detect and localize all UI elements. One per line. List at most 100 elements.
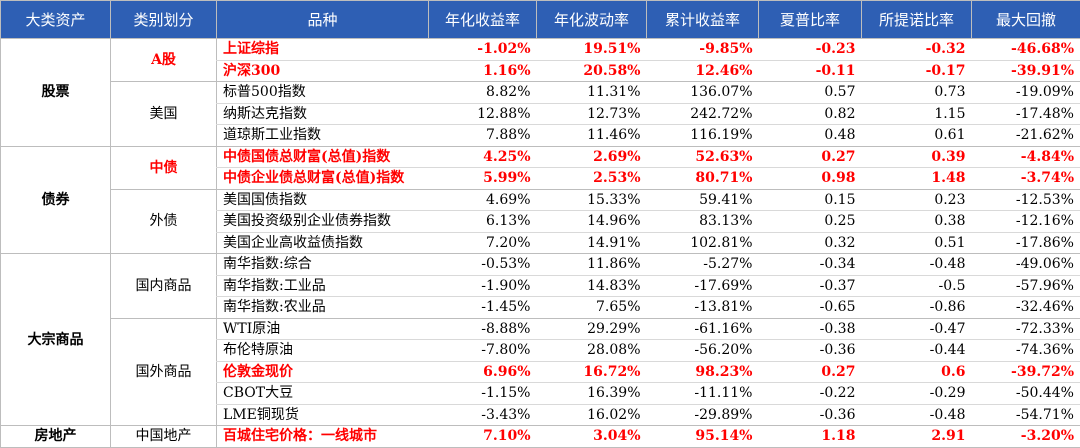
max-drawdown: -74.36% <box>972 340 1080 362</box>
header-annual-volatility: 年化波动率 <box>537 1 647 39</box>
annual-return: 7.10% <box>429 426 537 448</box>
header-variety: 品种 <box>217 1 429 39</box>
annual-return: 6.13% <box>429 211 537 233</box>
cumulative-return: -17.69% <box>647 275 759 297</box>
sharpe-ratio: 0.25 <box>759 211 862 233</box>
header-row: 大类资产 类别划分 品种 年化收益率 年化波动率 累计收益率 夏普比率 所提诺比… <box>1 1 1080 39</box>
sharpe-ratio: 0.27 <box>759 361 862 383</box>
annual-volatility: 3.04% <box>537 426 647 448</box>
sortino-ratio: -0.48 <box>862 254 972 276</box>
group-cell: 中国地产 <box>111 426 217 448</box>
variety-name: 伦敦金现价 <box>217 361 429 383</box>
max-drawdown: -32.46% <box>972 297 1080 319</box>
sortino-ratio: 0.39 <box>862 146 972 168</box>
variety-name: WTI原油 <box>217 318 429 340</box>
annual-volatility: 7.65% <box>537 297 647 319</box>
variety-name: 上证综指 <box>217 39 429 61</box>
annual-return: 12.88% <box>429 103 537 125</box>
annual-volatility: 14.83% <box>537 275 647 297</box>
cumulative-return: -56.20% <box>647 340 759 362</box>
annual-return: 1.16% <box>429 60 537 82</box>
max-drawdown: -4.84% <box>972 146 1080 168</box>
annual-volatility: 2.53% <box>537 168 647 190</box>
header-asset-class: 大类资产 <box>1 1 111 39</box>
max-drawdown: -3.20% <box>972 426 1080 448</box>
sharpe-ratio: -0.22 <box>759 383 862 405</box>
cumulative-return: 136.07% <box>647 82 759 104</box>
annual-return: -0.53% <box>429 254 537 276</box>
variety-name: 纳斯达克指数 <box>217 103 429 125</box>
sharpe-ratio: -0.36 <box>759 340 862 362</box>
cumulative-return: -61.16% <box>647 318 759 340</box>
sharpe-ratio: 1.18 <box>759 426 862 448</box>
sharpe-ratio: 0.32 <box>759 232 862 254</box>
category-cell: 债券 <box>1 146 111 254</box>
table-row: 债券 中债 中债国债总财富(总值)指数 4.25% 2.69% 52.63% 0… <box>1 146 1080 168</box>
max-drawdown: -21.62% <box>972 125 1080 147</box>
sharpe-ratio: 0.27 <box>759 146 862 168</box>
annual-return: -8.88% <box>429 318 537 340</box>
max-drawdown: -17.48% <box>972 103 1080 125</box>
annual-return: 7.20% <box>429 232 537 254</box>
variety-name: 中债企业债总财富(总值)指数 <box>217 168 429 190</box>
variety-name: 美国投资级别企业债券指数 <box>217 211 429 233</box>
sharpe-ratio: -0.34 <box>759 254 862 276</box>
sharpe-ratio: -0.65 <box>759 297 862 319</box>
annual-volatility: 11.31% <box>537 82 647 104</box>
sortino-ratio: 0.23 <box>862 189 972 211</box>
table-row: 房地产 中国地产 百城住宅价格：一线城市 7.10% 3.04% 95.14% … <box>1 426 1080 448</box>
header-sharpe-ratio: 夏普比率 <box>759 1 862 39</box>
variety-name: 布伦特原油 <box>217 340 429 362</box>
cumulative-return: 52.63% <box>647 146 759 168</box>
cumulative-return: -29.89% <box>647 404 759 426</box>
annual-volatility: 16.39% <box>537 383 647 405</box>
header-sortino-ratio: 所提诺比率 <box>862 1 972 39</box>
sortino-ratio: -0.47 <box>862 318 972 340</box>
annual-volatility: 14.96% <box>537 211 647 233</box>
cumulative-return: -13.81% <box>647 297 759 319</box>
variety-name: CBOT大豆 <box>217 383 429 405</box>
annual-volatility: 11.46% <box>537 125 647 147</box>
max-drawdown: -46.68% <box>972 39 1080 61</box>
variety-name: 沪深300 <box>217 60 429 82</box>
sortino-ratio: 0.51 <box>862 232 972 254</box>
variety-name: 中债国债总财富(总值)指数 <box>217 146 429 168</box>
group-cell: 国外商品 <box>111 318 217 426</box>
annual-return: -7.80% <box>429 340 537 362</box>
sortino-ratio: -0.48 <box>862 404 972 426</box>
sortino-ratio: 0.38 <box>862 211 972 233</box>
variety-name: 美国国债指数 <box>217 189 429 211</box>
sharpe-ratio: 0.57 <box>759 82 862 104</box>
sharpe-ratio: -0.23 <box>759 39 862 61</box>
table-row: 外债 美国国债指数 4.69% 15.33% 59.41% 0.15 0.23 … <box>1 189 1080 211</box>
header-cumulative-return: 累计收益率 <box>647 1 759 39</box>
cumulative-return: -5.27% <box>647 254 759 276</box>
variety-name: 百城住宅价格：一线城市 <box>217 426 429 448</box>
annual-return: 4.69% <box>429 189 537 211</box>
header-annual-return: 年化收益率 <box>429 1 537 39</box>
annual-return: 4.25% <box>429 146 537 168</box>
cumulative-return: 242.72% <box>647 103 759 125</box>
table-row: 国外商品 WTI原油 -8.88% 29.29% -61.16% -0.38 -… <box>1 318 1080 340</box>
sortino-ratio: -0.29 <box>862 383 972 405</box>
annual-volatility: 29.29% <box>537 318 647 340</box>
sortino-ratio: -0.32 <box>862 39 972 61</box>
sharpe-ratio: 0.82 <box>759 103 862 125</box>
cumulative-return: 95.14% <box>647 426 759 448</box>
variety-name: 南华指数:综合 <box>217 254 429 276</box>
annual-return: 7.88% <box>429 125 537 147</box>
annual-return: -1.15% <box>429 383 537 405</box>
annual-volatility: 2.69% <box>537 146 647 168</box>
sortino-ratio: -0.17 <box>862 60 972 82</box>
cumulative-return: -11.11% <box>647 383 759 405</box>
cumulative-return: 12.46% <box>647 60 759 82</box>
group-cell: 中债 <box>111 146 217 189</box>
cumulative-return: 116.19% <box>647 125 759 147</box>
max-drawdown: -49.06% <box>972 254 1080 276</box>
max-drawdown: -12.53% <box>972 189 1080 211</box>
max-drawdown: -72.33% <box>972 318 1080 340</box>
max-drawdown: -39.91% <box>972 60 1080 82</box>
sharpe-ratio: 0.48 <box>759 125 862 147</box>
max-drawdown: -12.16% <box>972 211 1080 233</box>
